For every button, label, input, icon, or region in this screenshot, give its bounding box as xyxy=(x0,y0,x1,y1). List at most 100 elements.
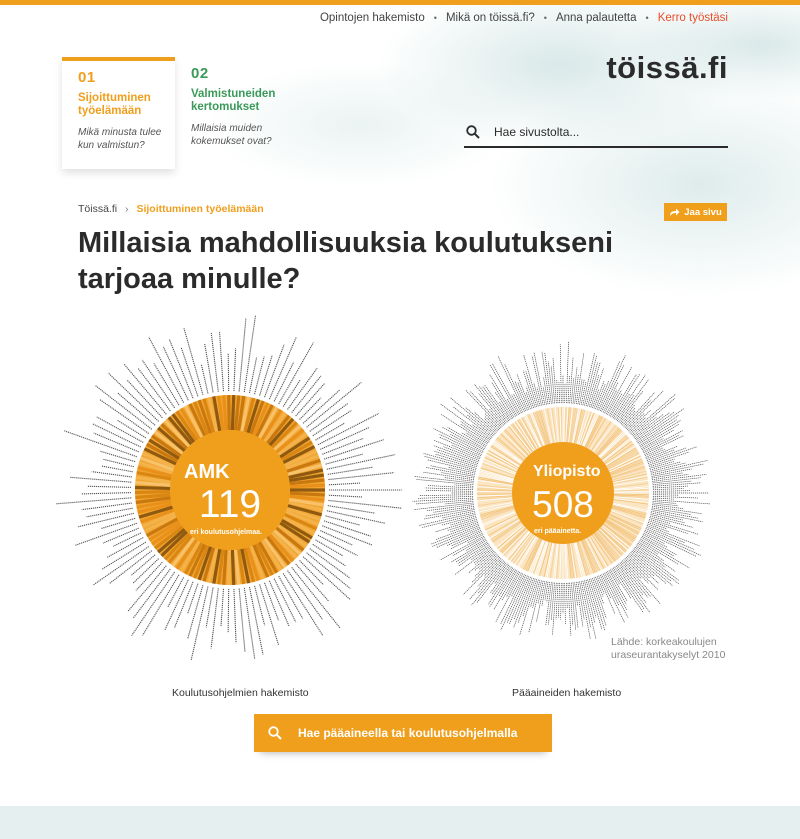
program-label-ray xyxy=(629,553,655,577)
program-segment xyxy=(484,457,517,473)
program-label-ray xyxy=(259,355,273,396)
utility-link-directory[interactable]: Opintojen hakemisto xyxy=(319,12,425,24)
program-label-ray xyxy=(465,407,496,434)
program-segment xyxy=(212,396,222,432)
utility-link-about[interactable]: Mikä on töissä.fi? xyxy=(445,12,535,24)
program-segment xyxy=(599,528,625,554)
program-segment xyxy=(240,548,251,584)
program-segment xyxy=(613,476,648,485)
yliopisto-directory-link[interactable]: Pääaineiden hakemisto xyxy=(512,687,622,699)
share-button[interactable]: Jaa sivu xyxy=(664,203,727,221)
program-label-ray xyxy=(435,528,481,548)
program-segment xyxy=(489,447,520,467)
program-label-ray xyxy=(453,406,493,438)
program-segment xyxy=(591,535,612,565)
program-label-ray xyxy=(645,448,665,458)
program-segment xyxy=(480,506,515,517)
program-segment xyxy=(613,495,649,499)
program-segment xyxy=(613,486,649,490)
program-label-ray xyxy=(233,348,237,392)
program-segment xyxy=(143,514,177,533)
program-segment xyxy=(171,413,196,444)
amk-burst[interactable]: AMK 119 eri koulutusohjelmaa. xyxy=(134,394,325,586)
section-tab-stories[interactable]: 02 Valmistuneiden kertomukset Millaisia … xyxy=(175,57,288,169)
yliopisto-burst[interactable]: Yliopisto 508 eri pääainetta. xyxy=(477,407,649,579)
program-label-ray xyxy=(248,357,258,394)
breadcrumb-home[interactable]: Töissä.fi xyxy=(78,203,118,215)
program-segment xyxy=(266,414,291,445)
program-label-ray xyxy=(646,449,675,461)
search-programs-button[interactable]: Hae pääaineella tai koulutusohjelmalla xyxy=(254,714,552,752)
program-label-ray xyxy=(575,352,585,405)
program-segment xyxy=(568,543,573,579)
program-label-ray xyxy=(433,428,483,454)
program-label-ray xyxy=(595,384,606,410)
program-label-ray xyxy=(446,529,482,546)
program-label-ray xyxy=(572,367,578,404)
site-logo[interactable]: töissä.fi xyxy=(606,50,728,85)
program-label-ray xyxy=(268,337,297,400)
program-segment xyxy=(596,428,621,455)
program-segment xyxy=(197,399,213,434)
program-label-ray xyxy=(484,413,501,430)
program-segment xyxy=(282,445,316,464)
program-segment xyxy=(545,408,554,444)
program-label-ray xyxy=(650,514,685,524)
program-label-ray xyxy=(433,445,479,463)
program-label-ray xyxy=(638,419,677,445)
program-label-ray xyxy=(647,447,687,463)
program-segment xyxy=(485,454,518,471)
program-segment xyxy=(479,472,514,482)
program-segment xyxy=(557,407,561,443)
program-segment xyxy=(579,411,592,445)
program-segment xyxy=(546,408,555,443)
program-segment xyxy=(495,524,524,547)
program-segment xyxy=(539,410,550,445)
program-segment xyxy=(561,543,563,579)
program-label-ray xyxy=(291,375,322,413)
amk-directory-link[interactable]: Koulutusohjelmien hakemisto xyxy=(172,687,309,699)
program-label-ray xyxy=(492,566,512,595)
program-segment xyxy=(135,496,171,505)
program-segment xyxy=(587,418,606,449)
program-label-ray xyxy=(422,514,476,528)
program-segment xyxy=(518,536,538,568)
utility-link-tell-your-job[interactable]: Kerro työstäsi xyxy=(657,12,728,24)
program-segment xyxy=(597,429,622,456)
program-label-ray xyxy=(528,580,542,633)
program-label-ray xyxy=(458,544,490,567)
search-input[interactable] xyxy=(494,125,714,139)
program-label-ray xyxy=(500,574,525,624)
program-segment xyxy=(605,446,636,466)
program-segment xyxy=(188,543,207,577)
utility-link-feedback[interactable]: Anna palautetta xyxy=(555,12,637,24)
section-tab-employment[interactable]: 01 Sijoittuminen työelämään Mikä minusta… xyxy=(62,57,175,169)
program-label-ray xyxy=(637,415,679,444)
program-label-ray xyxy=(636,408,685,442)
program-segment xyxy=(136,499,172,510)
program-label-ray xyxy=(306,381,362,428)
program-label-ray xyxy=(505,571,521,598)
program-segment xyxy=(518,418,538,450)
program-segment xyxy=(610,461,644,475)
program-label-ray xyxy=(558,582,561,618)
program-label-ray xyxy=(513,577,533,628)
program-label-ray xyxy=(91,471,132,478)
program-label-ray xyxy=(416,479,474,486)
program-label-ray xyxy=(484,384,511,421)
program-label-ray xyxy=(96,416,144,443)
program-label-ray xyxy=(106,537,144,558)
program-label-ray xyxy=(525,391,533,409)
program-segment xyxy=(601,526,628,551)
program-label-ray xyxy=(326,510,386,524)
program-segment xyxy=(557,543,561,579)
program-label-ray xyxy=(522,370,536,408)
program-segment xyxy=(534,541,547,575)
program-segment xyxy=(512,534,534,563)
program-segment xyxy=(536,541,548,575)
program-label-ray xyxy=(579,379,585,405)
program-label-ray xyxy=(328,499,402,509)
program-label-ray xyxy=(651,510,703,523)
program-label-ray xyxy=(649,515,694,528)
program-label-ray xyxy=(631,397,676,436)
